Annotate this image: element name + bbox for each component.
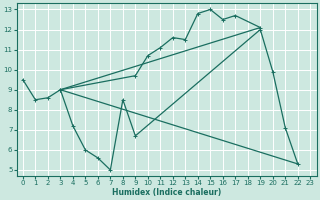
X-axis label: Humidex (Indice chaleur): Humidex (Indice chaleur)	[112, 188, 221, 197]
